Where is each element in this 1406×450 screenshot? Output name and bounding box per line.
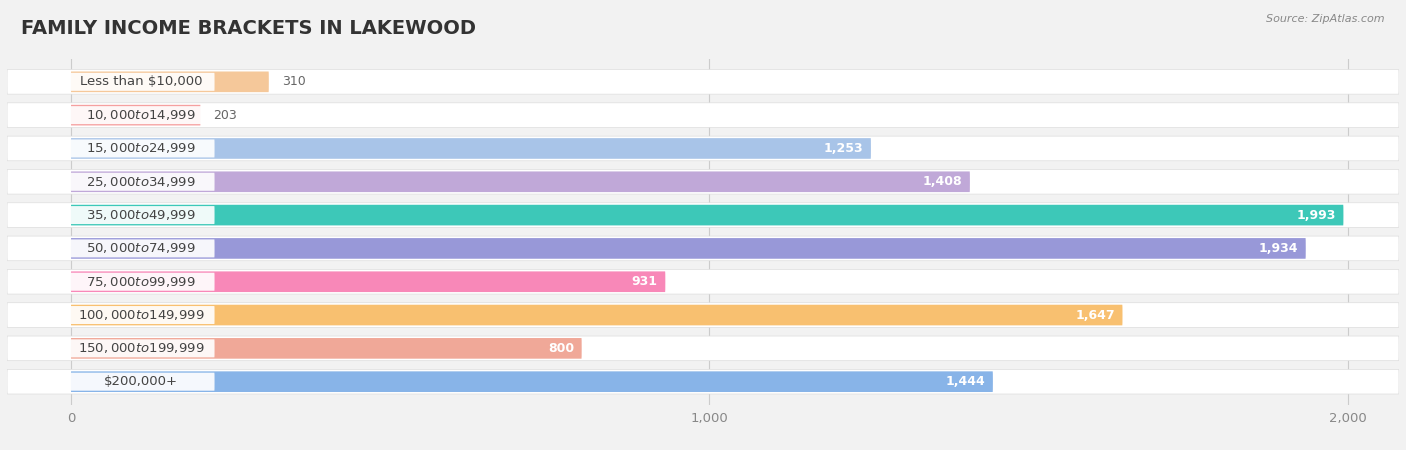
Text: 931: 931 xyxy=(631,275,658,288)
FancyBboxPatch shape xyxy=(70,72,269,92)
FancyBboxPatch shape xyxy=(7,336,1399,361)
Text: $25,000 to $34,999: $25,000 to $34,999 xyxy=(86,175,195,189)
Text: 1,993: 1,993 xyxy=(1296,209,1336,221)
FancyBboxPatch shape xyxy=(70,138,870,159)
Text: $75,000 to $99,999: $75,000 to $99,999 xyxy=(86,275,195,289)
FancyBboxPatch shape xyxy=(7,270,1399,294)
Text: $15,000 to $24,999: $15,000 to $24,999 xyxy=(86,141,195,155)
Text: 203: 203 xyxy=(214,108,238,122)
FancyBboxPatch shape xyxy=(7,303,1399,327)
Text: 800: 800 xyxy=(548,342,574,355)
Text: $100,000 to $149,999: $100,000 to $149,999 xyxy=(77,308,204,322)
FancyBboxPatch shape xyxy=(67,106,215,124)
FancyBboxPatch shape xyxy=(67,306,215,324)
Text: Source: ZipAtlas.com: Source: ZipAtlas.com xyxy=(1267,14,1385,23)
FancyBboxPatch shape xyxy=(70,205,1343,225)
Text: 1,253: 1,253 xyxy=(824,142,863,155)
Text: $35,000 to $49,999: $35,000 to $49,999 xyxy=(86,208,195,222)
FancyBboxPatch shape xyxy=(7,136,1399,161)
FancyBboxPatch shape xyxy=(67,140,215,158)
Text: FAMILY INCOME BRACKETS IN LAKEWOOD: FAMILY INCOME BRACKETS IN LAKEWOOD xyxy=(21,19,477,38)
Text: 1,408: 1,408 xyxy=(922,175,962,188)
Text: $10,000 to $14,999: $10,000 to $14,999 xyxy=(86,108,195,122)
FancyBboxPatch shape xyxy=(70,305,1122,325)
FancyBboxPatch shape xyxy=(67,239,215,257)
FancyBboxPatch shape xyxy=(7,236,1399,261)
FancyBboxPatch shape xyxy=(70,238,1306,259)
FancyBboxPatch shape xyxy=(70,338,582,359)
FancyBboxPatch shape xyxy=(7,103,1399,127)
FancyBboxPatch shape xyxy=(67,173,215,191)
FancyBboxPatch shape xyxy=(67,339,215,357)
FancyBboxPatch shape xyxy=(70,105,201,126)
FancyBboxPatch shape xyxy=(70,271,665,292)
FancyBboxPatch shape xyxy=(67,273,215,291)
FancyBboxPatch shape xyxy=(7,69,1399,94)
Text: 1,444: 1,444 xyxy=(945,375,986,388)
FancyBboxPatch shape xyxy=(7,170,1399,194)
Text: $50,000 to $74,999: $50,000 to $74,999 xyxy=(86,241,195,256)
FancyBboxPatch shape xyxy=(70,171,970,192)
FancyBboxPatch shape xyxy=(7,369,1399,394)
FancyBboxPatch shape xyxy=(7,203,1399,227)
FancyBboxPatch shape xyxy=(70,371,993,392)
Text: $200,000+: $200,000+ xyxy=(104,375,179,388)
Text: Less than $10,000: Less than $10,000 xyxy=(80,75,202,88)
FancyBboxPatch shape xyxy=(67,206,215,224)
FancyBboxPatch shape xyxy=(67,73,215,91)
Text: $150,000 to $199,999: $150,000 to $199,999 xyxy=(77,342,204,356)
Text: 1,647: 1,647 xyxy=(1076,309,1115,322)
Text: 310: 310 xyxy=(281,75,305,88)
Text: 1,934: 1,934 xyxy=(1258,242,1298,255)
FancyBboxPatch shape xyxy=(67,373,215,391)
